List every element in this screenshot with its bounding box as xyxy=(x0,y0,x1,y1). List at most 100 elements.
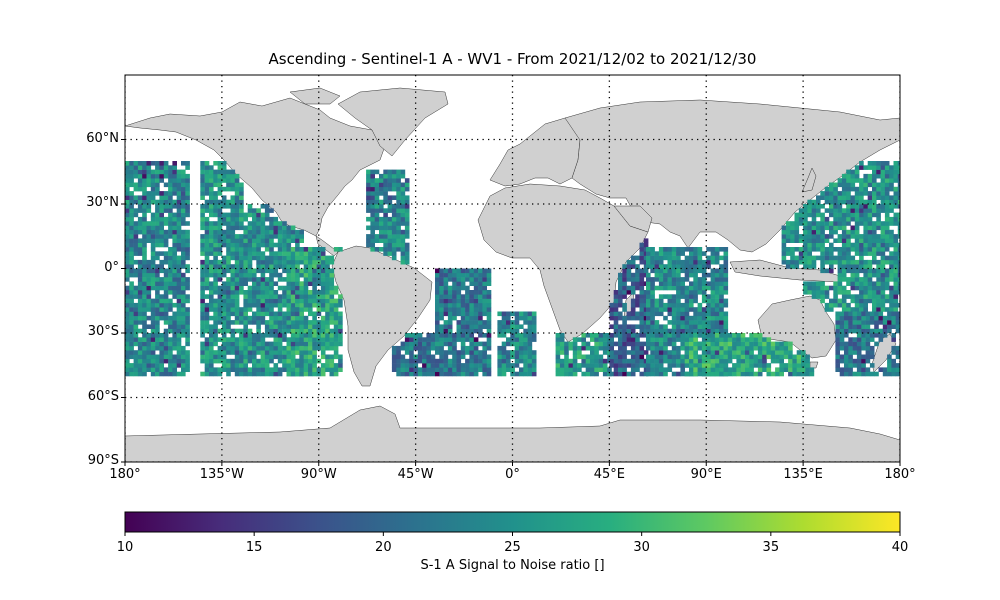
snr-cell xyxy=(391,212,397,218)
snr-cell xyxy=(820,281,825,286)
snr-cell xyxy=(308,259,313,265)
snr-cell xyxy=(622,315,627,321)
snr-cell xyxy=(209,324,214,329)
snr-cell xyxy=(469,345,474,351)
snr-cell xyxy=(303,341,309,347)
snr-cell xyxy=(590,358,595,364)
lon-label-6: 90°E xyxy=(690,467,722,482)
snr-cell xyxy=(635,367,640,372)
snr-cell xyxy=(142,182,147,188)
snr-cell xyxy=(693,272,698,278)
snr-cell xyxy=(273,371,279,377)
snr-cell xyxy=(897,195,900,200)
snr-cell xyxy=(841,186,847,192)
snr-cell xyxy=(273,290,279,295)
snr-cell xyxy=(290,272,296,278)
snr-cell xyxy=(303,298,309,304)
snr-cell xyxy=(155,204,160,209)
snr-cell xyxy=(312,363,317,368)
snr-cell xyxy=(204,341,210,347)
snr-cell xyxy=(155,186,160,192)
snr-cell xyxy=(400,182,406,188)
snr-cell xyxy=(654,268,660,274)
snr-cell xyxy=(833,294,838,299)
snr-cell xyxy=(497,320,502,325)
snr-cell xyxy=(269,345,274,351)
snr-cell xyxy=(217,328,223,334)
snr-cell xyxy=(443,268,449,274)
snr-cell xyxy=(129,307,134,312)
snr-cell xyxy=(602,350,608,355)
snr-cell xyxy=(844,371,849,377)
snr-cell xyxy=(269,272,274,278)
snr-cell xyxy=(443,333,449,338)
snr-cell xyxy=(762,358,767,364)
snr-cell xyxy=(269,238,274,243)
snr-cell xyxy=(839,367,845,372)
snr-cell xyxy=(443,324,449,329)
snr-cell xyxy=(277,259,283,265)
snr-cell xyxy=(630,350,636,355)
snr-cell xyxy=(234,367,240,372)
snr-cell xyxy=(312,277,317,282)
snr-cell xyxy=(146,337,152,342)
snr-cell xyxy=(129,161,134,166)
snr-cell xyxy=(867,259,873,265)
snr-cell xyxy=(213,290,218,295)
snr-cell xyxy=(889,268,894,274)
snr-cell xyxy=(217,251,223,256)
snr-cell xyxy=(252,234,257,239)
snr-cell xyxy=(865,354,871,360)
snr-cell xyxy=(168,259,173,265)
snr-cell xyxy=(295,298,300,304)
snr-cell xyxy=(286,229,292,235)
snr-cell xyxy=(706,247,711,252)
snr-cell xyxy=(794,221,800,226)
snr-cell xyxy=(443,363,449,368)
snr-cell xyxy=(658,259,664,265)
snr-cell xyxy=(422,350,427,355)
snr-cell xyxy=(689,247,694,252)
snr-cell xyxy=(719,315,724,321)
snr-cell xyxy=(316,307,322,312)
snr-cell xyxy=(859,234,864,239)
snr-cell xyxy=(129,259,134,265)
snr-cell xyxy=(404,199,410,205)
snr-cell xyxy=(290,333,296,338)
snr-cell xyxy=(320,371,326,377)
snr-cell xyxy=(260,290,266,295)
snr-cell xyxy=(142,345,147,351)
snr-cell xyxy=(667,363,673,368)
snr-cell xyxy=(217,199,223,205)
snr-cell xyxy=(168,212,173,218)
snr-cell xyxy=(260,229,266,235)
snr-cell xyxy=(221,272,227,278)
snr-cell xyxy=(676,345,681,351)
snr-cell xyxy=(486,371,492,377)
snr-cell xyxy=(185,367,190,372)
snr-cell xyxy=(133,182,139,188)
snr-cell xyxy=(658,311,664,317)
snr-cell xyxy=(854,264,860,269)
snr-cell xyxy=(404,208,410,213)
snr-cell xyxy=(333,367,339,372)
snr-cell xyxy=(150,345,156,351)
snr-cell xyxy=(486,290,492,295)
snr-cell xyxy=(286,371,292,377)
snr-cell xyxy=(676,285,681,291)
snr-cell xyxy=(176,324,182,329)
snr-cell xyxy=(719,328,724,334)
snr-cell xyxy=(527,371,533,377)
snr-cell xyxy=(895,367,900,372)
snr-cell xyxy=(133,294,139,299)
snr-cell xyxy=(230,285,236,291)
snr-cell xyxy=(824,195,830,200)
snr-cell xyxy=(497,328,502,334)
snr-cell xyxy=(867,298,873,304)
snr-cell xyxy=(736,358,741,364)
snr-cell xyxy=(650,350,655,355)
snr-cell xyxy=(256,264,261,269)
snr-cell xyxy=(469,371,474,377)
snr-cell xyxy=(622,320,627,325)
snr-cell xyxy=(594,341,599,347)
